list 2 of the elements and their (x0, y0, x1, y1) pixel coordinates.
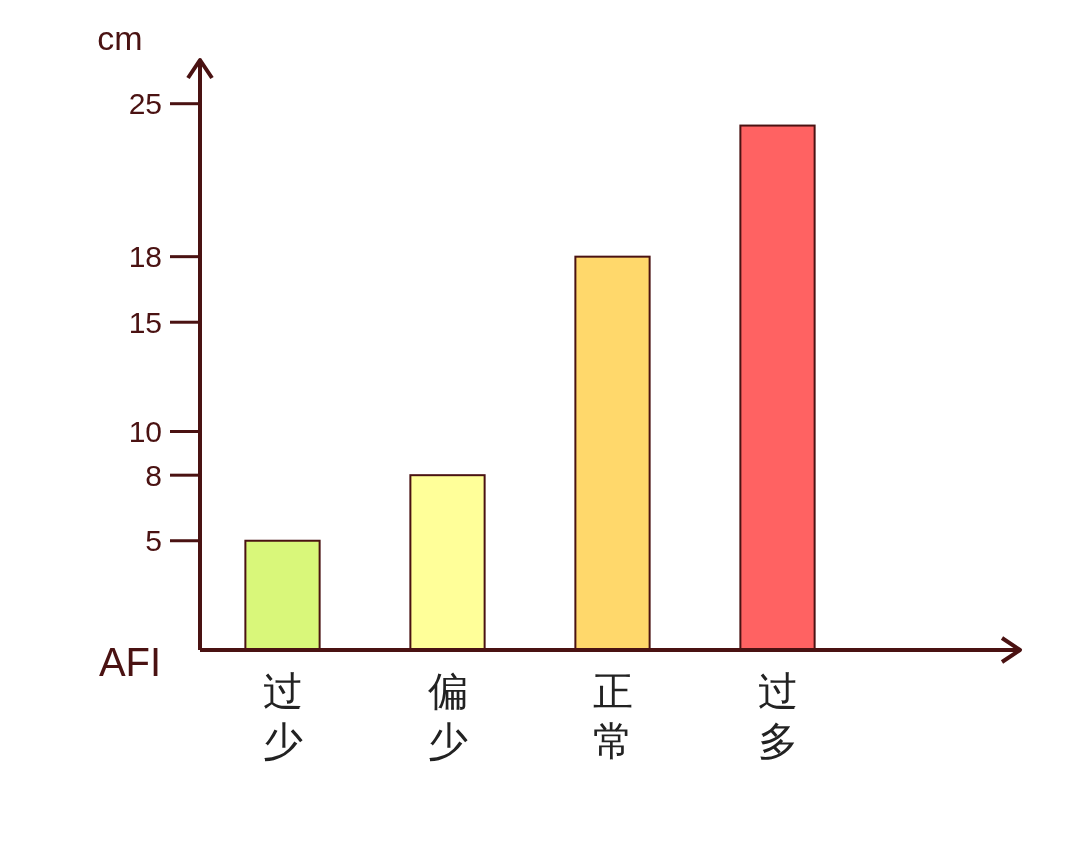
ylabel: cm (97, 19, 143, 57)
xlabel: AFI (98, 640, 162, 684)
